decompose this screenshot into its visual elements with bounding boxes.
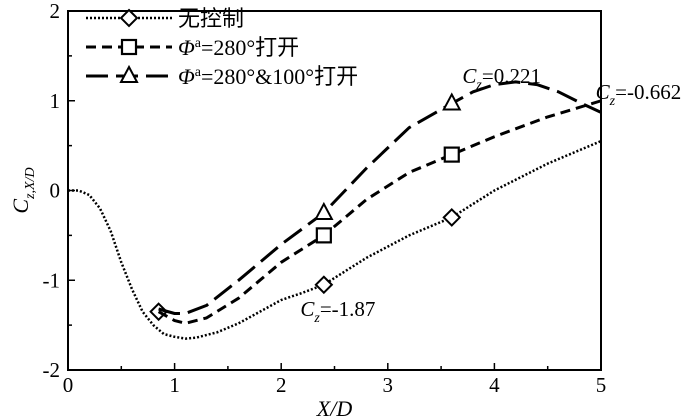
legend-label: Φa=280°打开: [178, 35, 299, 60]
y-tick-label: 0: [50, 179, 61, 203]
x-axis-title: X/D: [316, 396, 353, 419]
legend-entry-1: 无控制: [86, 6, 244, 31]
legend-label: 无控制: [178, 6, 244, 31]
x-tick-label: 1: [169, 373, 180, 397]
axis-ticks: 0 1 2 3 4 5 -2 -1 0 1 2: [43, 0, 607, 397]
series-3-point: [314, 201, 334, 220]
y-tick-label: -2: [43, 358, 61, 382]
y-tick-label: -1: [43, 268, 61, 292]
x-tick-label: 5: [596, 373, 607, 397]
x-tick-label: 0: [63, 373, 74, 397]
y-tick-label: 1: [50, 89, 61, 113]
legend: 无控制 Φa=280°打开 Φa=280°&100°打开: [86, 6, 358, 89]
x-tick-label: 2: [276, 373, 287, 397]
legend-label: Φa=280°&100°打开: [178, 64, 358, 89]
y-axis-title: Cz,X/D: [8, 167, 38, 213]
series-2: [157, 99, 602, 325]
series-3-line: [158, 80, 602, 315]
legend-marker: [120, 38, 138, 56]
legend-entry-3: Φa=280°&100°打开: [86, 64, 358, 89]
x-tick-label: 3: [383, 373, 394, 397]
series-layer: [68, 80, 602, 340]
legend-marker: [119, 64, 139, 83]
annotation-2: Cz=-0.662: [596, 80, 682, 109]
series-1-line: [68, 139, 602, 340]
legend-marker: [119, 8, 139, 28]
series-3-point: [442, 92, 462, 111]
series-1-point: [442, 208, 462, 227]
x-tick-label: 4: [489, 373, 500, 397]
annotation-1: Cz=0.221: [462, 64, 541, 93]
legend-entry-2: Φa=280°打开: [86, 35, 299, 60]
series-2-point: [443, 146, 460, 163]
annotations: Cz=0.221 Cz=-0.662 Cz=-1.87: [300, 64, 681, 326]
y-tick-label: 2: [50, 0, 61, 23]
annotation-3: Cz=-1.87: [300, 297, 375, 326]
series-2-point: [315, 227, 332, 244]
series-3: [158, 80, 602, 315]
series-1-point: [314, 275, 334, 295]
